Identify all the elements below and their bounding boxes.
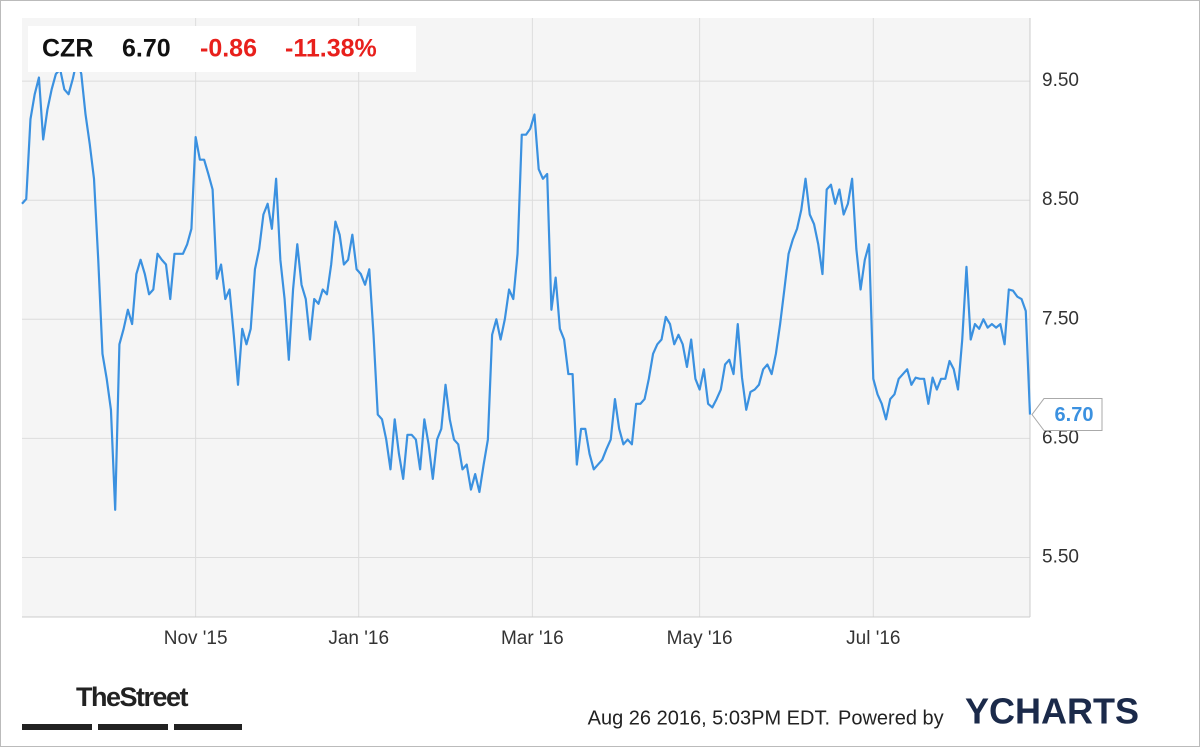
logo-bar [98, 724, 168, 730]
publisher-logo: TheStreet [76, 682, 189, 712]
change: -0.86 [200, 35, 257, 63]
y-tick-label: 7.50 [1042, 308, 1079, 329]
y-tick-label: 6.50 [1042, 427, 1079, 448]
timestamp: Aug 26 2016, 5:03PM EDT. [588, 707, 830, 729]
y-tick-label: 8.50 [1042, 189, 1079, 210]
x-tick-label: Mar '16 [501, 628, 564, 649]
y-tick-label: 9.50 [1042, 70, 1079, 91]
x-tick-label: May '16 [667, 628, 733, 649]
x-tick-label: Nov '15 [164, 628, 228, 649]
price: 6.70 [122, 35, 171, 63]
header-box [28, 26, 416, 72]
logo-bar [22, 724, 92, 730]
last-price-tag [1031, 398, 1103, 432]
change-pct: -11.38% [285, 35, 377, 63]
brand-logo: YCHARTS [965, 691, 1139, 732]
plot-area [22, 18, 1030, 617]
x-tick-label: Jul '16 [846, 628, 900, 649]
marks [21, 58, 1032, 511]
ticker: CZR [42, 35, 93, 63]
y-tick-label: 5.50 [1042, 546, 1079, 567]
logo-bar [174, 724, 242, 730]
last-price-label: 6.70 [1055, 404, 1094, 426]
x-tick-label: Jan '16 [328, 628, 389, 649]
grid [22, 18, 1030, 617]
powered-by: Powered by [838, 707, 944, 729]
price-line [21, 58, 1032, 511]
